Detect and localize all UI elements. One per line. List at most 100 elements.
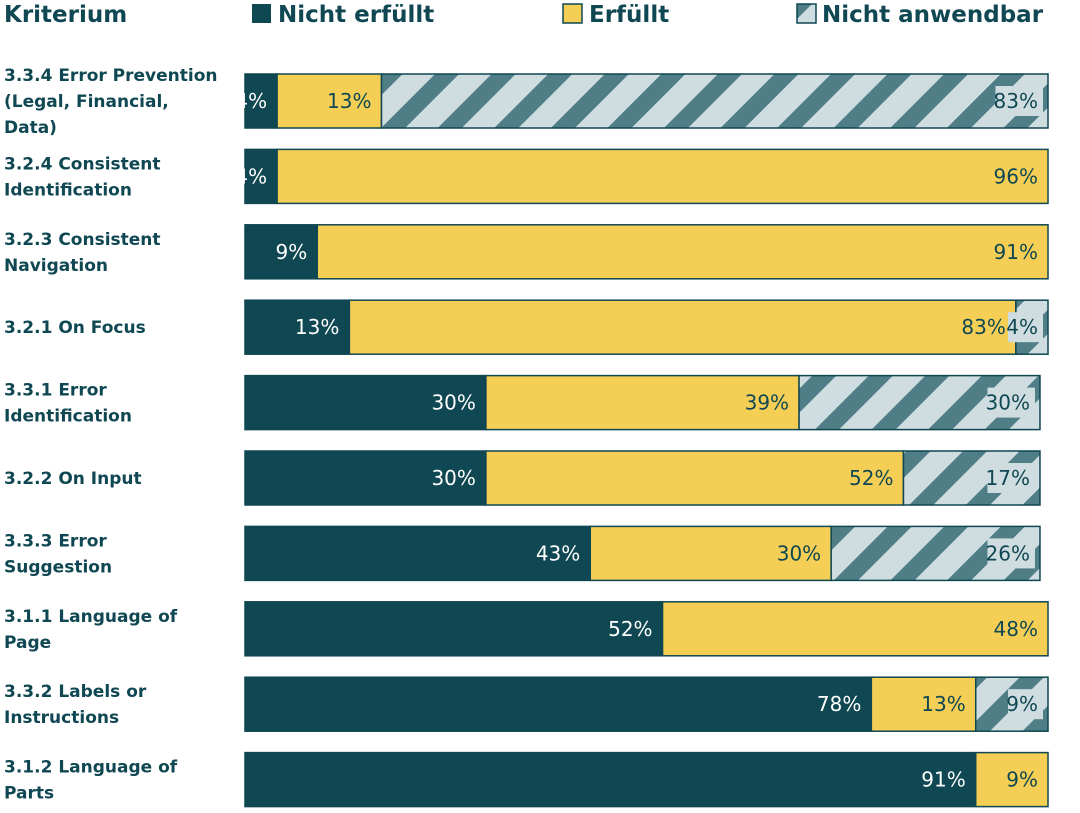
bar-segment-not-met xyxy=(244,148,278,205)
legend-item-not-met: Nicht erfüllt xyxy=(252,2,434,28)
bar-value-label-bg xyxy=(1008,312,1043,343)
bar-segment-met xyxy=(348,299,1017,355)
bar-value-label: 83% xyxy=(994,89,1038,113)
category-label-line: Data) xyxy=(4,118,57,138)
bar-row: 3.2.1 On Focus 13% 83% 4% xyxy=(4,299,1049,355)
bar-value-label: 9% xyxy=(1006,768,1038,792)
bar-segment-not-met xyxy=(244,525,592,582)
category-label-line: 3.1.1 Language of xyxy=(4,607,178,627)
bar-row: 3.3.4 Error Prevention (Legal, Financial,… xyxy=(4,66,1049,138)
bar-segment-not-met xyxy=(244,676,873,732)
legend-label-na: Nicht anwendbar xyxy=(822,2,1044,28)
bar-segment-not-met xyxy=(244,73,278,129)
bar-value-label: 17% xyxy=(986,466,1030,490)
bar-value-label: 91% xyxy=(921,768,965,792)
legend-swatch-met xyxy=(562,3,583,24)
bar-segment-not-met xyxy=(244,751,977,808)
bar-value-label-bg xyxy=(1008,689,1043,720)
bar-row: 3.1.1 Language of Page 52% 48% xyxy=(4,601,1049,657)
bar-value-label-bg xyxy=(987,538,1035,569)
category-label-line: (Legal, Financial, xyxy=(4,92,169,112)
bar-segment-met xyxy=(485,374,800,431)
bar-value-label-bg xyxy=(987,463,1035,493)
category-label: 3.1.2 Language of Parts xyxy=(4,758,178,804)
bar-segment-met xyxy=(276,148,1049,205)
bar-value-label: 91% xyxy=(994,240,1038,264)
bar-value-label: 13% xyxy=(327,89,371,113)
bar-value-label: 48% xyxy=(994,617,1038,641)
bar-segment-not-met xyxy=(244,224,319,280)
category-label: 3.2.1 On Focus xyxy=(4,318,146,338)
bar-row: 3.3.3 Error Suggestion 43% 30% 26% xyxy=(4,525,1041,582)
category-label-line: Parts xyxy=(4,784,54,804)
bar-row: 3.3.1 Error Identification 30% 39% 30% xyxy=(4,374,1041,431)
legend-item-na: Nicht anwendbar xyxy=(796,2,1044,28)
bar-value-label: 83% xyxy=(961,315,1005,339)
category-label: 3.1.1 Language of Page xyxy=(4,607,178,653)
bar-segment-not-met xyxy=(244,601,664,657)
bar-segment-not-met xyxy=(244,450,487,506)
category-label: 3.2.2 On Input xyxy=(4,469,142,489)
category-label-line: 3.2.3 Consistent xyxy=(4,230,161,250)
bar-row: 3.2.3 Consistent Navigation 9% 91% xyxy=(4,224,1049,280)
bar-row: 3.3.2 Labels or Instructions 78% 13% 9% xyxy=(4,676,1049,732)
category-label-line: 3.2.2 On Input xyxy=(4,469,142,489)
category-label-line: 3.3.3 Error xyxy=(4,531,107,551)
category-label-line: Suggestion xyxy=(4,557,112,577)
bar-segment-met xyxy=(661,601,1049,657)
bar-value-label: 96% xyxy=(994,164,1038,188)
bar-value-label: 30% xyxy=(431,466,475,490)
category-label: 3.2.3 Consistent Navigation xyxy=(4,230,161,276)
bar-value-label-bg xyxy=(987,387,1035,418)
legend-label-not-met: Nicht erfüllt xyxy=(278,2,434,28)
bar-value-label: 39% xyxy=(745,391,789,415)
bar-value-label: 4% xyxy=(235,164,267,188)
bar-value-label: 13% xyxy=(921,692,965,716)
bar-row: 3.1.2 Language of Parts 91% 9% xyxy=(4,751,1049,808)
bar-row: 3.2.2 On Input 30% 52% 17% xyxy=(4,450,1041,506)
bar-value-label: 9% xyxy=(1006,692,1038,716)
bar-value-label: 4% xyxy=(235,89,267,113)
bar-value-label: 4% xyxy=(1006,315,1038,339)
legend-swatch-not-met xyxy=(252,4,271,23)
bar-segment-not-met xyxy=(244,299,351,355)
bar-value-label-bg xyxy=(995,86,1043,116)
category-label: 3.3.1 Error Identification xyxy=(4,381,132,427)
bar-value-label: 43% xyxy=(536,541,580,565)
bar-segment-met xyxy=(974,751,1049,808)
category-label-line: Identification xyxy=(4,180,132,200)
bar-value-label: 9% xyxy=(276,240,308,264)
bar-value-label: 13% xyxy=(295,315,339,339)
category-header: Kriterium xyxy=(4,2,127,28)
category-label-line: 3.2.4 Consistent xyxy=(4,154,161,174)
category-label-line: 3.1.2 Language of xyxy=(4,758,178,778)
legend-swatch-na xyxy=(796,3,817,24)
bar-value-label: 52% xyxy=(849,466,893,490)
bar-value-label: 78% xyxy=(817,692,861,716)
category-label: 3.3.4 Error Prevention (Legal, Financial,… xyxy=(4,66,218,138)
category-label-line: Identification xyxy=(4,407,132,427)
bar-segment-met xyxy=(485,450,905,506)
category-label: 3.3.3 Error Suggestion xyxy=(4,531,112,577)
bar-segment-met xyxy=(276,73,383,129)
bar-segment-met xyxy=(316,224,1049,280)
category-label-line: Instructions xyxy=(4,708,119,728)
bar-value-label: 26% xyxy=(986,541,1030,565)
bar-value-label: 30% xyxy=(986,391,1030,415)
bar-segment-met xyxy=(870,676,977,732)
legend-item-met: Erfüllt xyxy=(562,2,669,28)
bar-row: 3.2.4 Consistent Identification 4% 96% xyxy=(4,148,1049,205)
category-label: 3.3.2 Labels or Instructions xyxy=(4,682,147,728)
bar-rows: 3.3.4 Error Prevention (Legal, Financial,… xyxy=(4,66,1049,808)
bar-value-label: 52% xyxy=(608,617,652,641)
legend: Nicht erfüllt Erfüllt Nicht anwendbar xyxy=(252,2,1044,28)
bar-value-label: 30% xyxy=(777,541,821,565)
category-label-line: Navigation xyxy=(4,256,108,276)
category-label-line: 3.2.1 On Focus xyxy=(4,318,146,338)
bar-segment-not-met xyxy=(244,374,487,431)
category-label: 3.2.4 Consistent Identification xyxy=(4,154,161,200)
bar-segment-met xyxy=(589,525,832,582)
legend-label-met: Erfüllt xyxy=(589,2,669,28)
bar-segment-na xyxy=(380,73,1049,129)
